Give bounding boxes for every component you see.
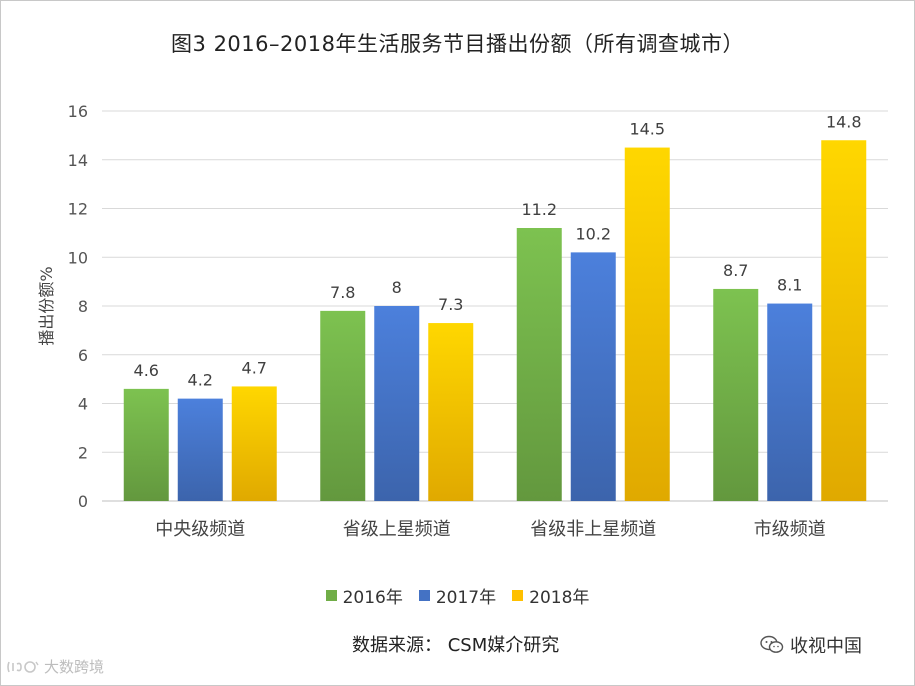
legend-swatch <box>512 590 524 601</box>
y-axis-label: 播出份额% <box>37 266 56 345</box>
legend-swatch <box>325 590 337 601</box>
legend-item: 2017年 <box>418 583 497 608</box>
data-label: 14.8 <box>826 112 862 131</box>
x-category-label: 省级非上星频道 <box>530 519 656 540</box>
data-labels: 4.6 4.2 4.7 7.8 8 7.3 11.2 10.2 14.5 8.7 8.1 14.8 <box>134 112 862 389</box>
legend-label: 2018年 <box>529 588 590 608</box>
data-label: 4.6 <box>134 361 159 380</box>
bar-2017年-省级非上星频道 <box>570 252 616 501</box>
bars <box>123 140 867 501</box>
data-source-note: 数据来源： CSM媒介研究 <box>352 635 560 656</box>
bar-2016年-省级上星频道 <box>320 310 366 501</box>
axes: 0 2 4 6 8 10 12 14 16 播出份额% 中央级频道 省级上星频道 省级非上星频道 市级频道 <box>37 102 826 540</box>
x-category-label: 市级频道 <box>754 519 826 540</box>
data-label: 7.8 <box>330 283 355 302</box>
data-label: 8.1 <box>777 276 802 295</box>
data-label: 10.2 <box>575 224 611 243</box>
bar-2017年-市级频道 <box>767 303 813 501</box>
bar-2018年-省级上星频道 <box>428 323 474 501</box>
wechat-account-name: 收视中国 <box>790 636 862 657</box>
bar-2018年-省级非上星频道 <box>624 147 670 501</box>
y-tick-label: 14 <box>68 151 88 170</box>
data-label: 4.7 <box>242 358 267 377</box>
legend-item: 2016年 <box>325 583 403 608</box>
data-label: 8.7 <box>723 261 748 280</box>
data-label: 11.2 <box>521 200 557 219</box>
bar-2018年-中央级频道 <box>231 386 277 501</box>
bar-2016年-市级频道 <box>713 288 759 501</box>
y-tick-label: 0 <box>78 492 88 511</box>
y-tick-label: 2 <box>78 443 88 462</box>
x-category-label: 中央级频道 <box>155 519 245 540</box>
chart-title: 图3 2016–2018年生活服务节目播出份额（所有调查城市） <box>171 32 744 56</box>
watermark-text: 大数跨境 <box>44 658 105 676</box>
data-label: 7.3 <box>438 295 463 314</box>
y-tick-label: 12 <box>68 200 88 219</box>
y-tick-label: 6 <box>78 346 88 365</box>
watermark: 大数跨境 <box>6 656 104 677</box>
wechat-account: 收视中国 <box>760 632 862 658</box>
bar-2016年-中央级频道 <box>123 388 169 501</box>
legend-label: 2017年 <box>435 588 497 608</box>
y-tick-label: 8 <box>78 297 88 316</box>
y-tick-label: 4 <box>78 395 88 414</box>
bar-2017年-中央级频道 <box>177 398 223 501</box>
x-category-label: 省级上星频道 <box>343 519 451 540</box>
bar-2018年-市级频道 <box>821 140 867 501</box>
data-label: 8 <box>392 278 402 297</box>
data-label: 14.5 <box>629 120 665 139</box>
legend-label: 2016年 <box>342 588 403 608</box>
y-tick-label: 10 <box>68 248 88 267</box>
watermark-logo-icon <box>7 660 39 673</box>
wechat-icon <box>760 635 784 653</box>
bar-2017年-省级上星频道 <box>374 306 420 501</box>
data-label: 4.2 <box>188 371 213 390</box>
bar-2016年-省级非上星频道 <box>516 228 562 501</box>
y-tick-label: 16 <box>68 102 88 121</box>
legend: 2016年 2017年 2018年 <box>0 583 915 608</box>
legend-item: 2018年 <box>512 583 589 608</box>
legend-swatch <box>418 590 430 601</box>
